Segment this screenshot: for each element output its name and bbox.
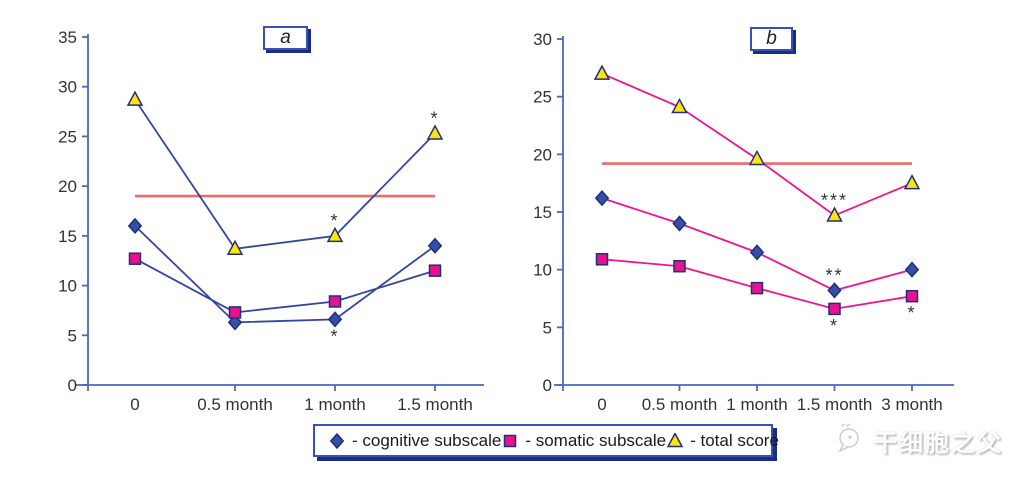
chart-panel-b: 0 5 10 15 20 25 30 0 0.5 month 1 month 1.5 month 3 … <box>507 0 1015 420</box>
triangle-marker-icon <box>426 124 444 140</box>
legend-item: - somatic subscale <box>501 431 666 451</box>
watermark: 干细胞之父 <box>833 421 1003 460</box>
y-tick-label: 10 <box>58 277 77 296</box>
diamond-marker-icon <box>327 311 343 328</box>
chart-svg: 0 5 10 15 20 25 30 35 0 0.5 month 1 month 1.5 month… <box>58 28 484 414</box>
triangle-marker-icon <box>126 90 144 106</box>
panel-label-b: b <box>750 27 793 51</box>
square-marker-icon <box>504 434 517 447</box>
square-marker-icon <box>828 302 841 316</box>
y-tick-label: 25 <box>533 88 552 107</box>
square-marker-icon <box>750 281 764 295</box>
legend-label: - total score <box>690 430 779 450</box>
triangle-marker-icon <box>826 206 843 222</box>
y-tick-label: 0 <box>543 376 552 395</box>
legend-item: - cognitive subscale <box>328 431 501 451</box>
diamond-marker-icon <box>127 217 143 235</box>
square-marker-icon <box>128 252 142 265</box>
y-tick-label: 0 <box>68 376 77 395</box>
significance-marker: * <box>330 211 339 231</box>
panel-label-a: a <box>263 26 308 50</box>
y-tick-label: 10 <box>533 261 552 280</box>
y-tick-label: 5 <box>543 318 552 337</box>
legend: - cognitive subscale - somatic subscale - … <box>313 424 779 457</box>
y-tick-label: 35 <box>58 28 77 47</box>
watermark-logo-icon <box>833 421 869 460</box>
series-line-cognitive-subscale <box>134 225 436 324</box>
y-tick-label: 20 <box>58 177 77 196</box>
triangle-marker-icon <box>748 149 766 166</box>
y-tick-label: 25 <box>58 127 77 146</box>
x-category-label: 1.5 month <box>797 395 873 414</box>
triangle-marker-icon <box>666 432 684 447</box>
diamond-marker-icon <box>749 244 765 261</box>
diamond-marker-icon <box>594 190 610 207</box>
y-tick-label: 30 <box>58 78 77 97</box>
square-marker-icon <box>328 295 342 308</box>
square-icon <box>504 434 517 447</box>
triangle-marker-icon <box>593 64 611 80</box>
diamond-marker-icon <box>672 215 687 232</box>
legend-item: - total score <box>666 431 779 451</box>
x-category-label: 1.5 month <box>397 395 473 414</box>
watermark-text: 干细胞之父 <box>873 430 1003 457</box>
series-line-total-score <box>601 72 913 217</box>
square-marker-icon <box>905 289 919 303</box>
significance-marker: * <box>907 303 916 323</box>
significance-marker: *** <box>821 190 848 210</box>
y-tick-label: 20 <box>533 145 552 164</box>
significance-marker: ** <box>825 265 843 285</box>
x-category-label: 0 <box>130 395 139 414</box>
diamond-marker-icon <box>904 261 920 278</box>
y-tick-label: 15 <box>533 203 552 222</box>
square-marker-icon <box>428 264 442 277</box>
triangle-marker-icon <box>903 174 921 190</box>
series-line-total-score <box>134 99 436 250</box>
x-category-label: 0 <box>597 395 606 414</box>
square-marker-icon <box>228 306 242 319</box>
triangle-marker-icon <box>326 226 344 243</box>
triangle-marker-icon <box>226 239 244 256</box>
y-tick-label: 5 <box>68 326 77 345</box>
x-category-label: 1 month <box>304 395 365 414</box>
diamond-marker-icon <box>827 282 842 299</box>
triangle-icon <box>666 432 684 447</box>
significance-marker: * <box>430 108 439 128</box>
chart-svg: 0 5 10 15 20 25 30 0 0.5 month 1 month 1.5 month 3 … <box>533 30 954 414</box>
chart-panel-a: 0 5 10 15 20 25 30 35 0 0.5 month 1 month 1.5 month… <box>0 0 507 420</box>
square-marker-icon <box>595 253 609 266</box>
diamond-marker-icon <box>427 237 443 254</box>
series-line-somatic-subscale <box>134 257 436 314</box>
legend-label: - cognitive subscale <box>352 430 502 450</box>
diamond-icon <box>329 432 345 449</box>
x-category-label: 0.5 month <box>197 395 273 414</box>
diamond-marker-icon <box>329 432 345 449</box>
significance-marker: * <box>830 316 839 336</box>
y-tick-label: 15 <box>58 227 77 246</box>
x-category-label: 0.5 month <box>642 395 718 414</box>
legend-label: - somatic subscale <box>525 430 667 450</box>
x-category-label: 1 month <box>726 395 787 414</box>
square-marker-icon <box>673 259 686 273</box>
x-category-label: 3 month <box>881 395 942 414</box>
significance-marker: * <box>330 326 339 346</box>
diamond-marker-icon <box>227 314 243 331</box>
y-tick-label: 30 <box>533 30 552 49</box>
triangle-marker-icon <box>671 97 688 114</box>
